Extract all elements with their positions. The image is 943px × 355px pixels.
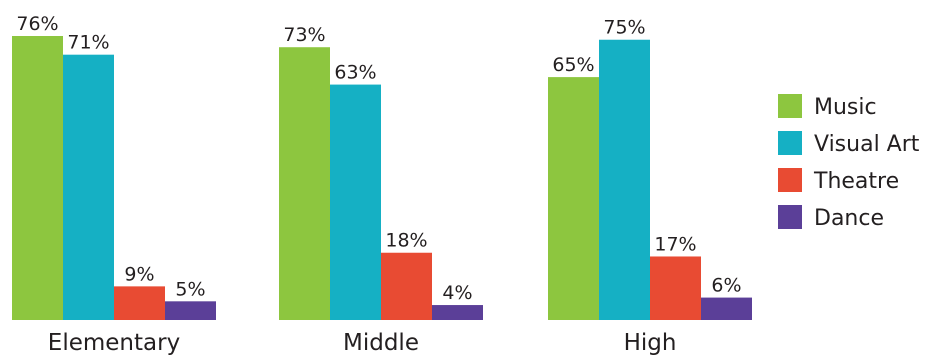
category-label-high: High (624, 330, 677, 355)
value-label-middle-music: 73% (283, 24, 325, 46)
value-label-high-visual-art: 75% (603, 17, 645, 39)
value-label-elementary-music: 76% (16, 13, 58, 35)
value-label-middle-theatre: 18% (385, 230, 427, 252)
bar-elementary-visual-art (63, 54, 114, 321)
bar-high-music (548, 77, 599, 321)
value-label-high-theatre: 17% (654, 233, 696, 255)
bar-high-visual-art (599, 39, 650, 320)
value-label-high-music: 65% (552, 54, 594, 76)
category-label-elementary: Elementary (48, 330, 180, 355)
value-label-elementary-theatre: 9% (124, 263, 154, 285)
bar-high-dance (701, 297, 752, 320)
value-label-middle-dance: 4% (442, 282, 472, 304)
bar-middle-music (279, 47, 330, 321)
legend-swatch-theatre (778, 168, 802, 192)
bars-group (12, 36, 752, 321)
value-label-elementary-visual-art: 71% (67, 32, 109, 54)
bar-elementary-theatre (114, 286, 165, 320)
legend-label-theatre: Theatre (813, 169, 899, 194)
bar-elementary-music (12, 36, 63, 320)
value-label-high-dance: 6% (711, 275, 741, 297)
bar-middle-visual-art (330, 84, 381, 320)
bar-middle-dance (432, 305, 483, 320)
legend-swatch-music (778, 94, 802, 118)
category-label-middle: Middle (343, 330, 419, 355)
value-labels-group: 76% 71% 9% 5% 73% 63% 18% 4% 65% 75% 17% 6% (16, 13, 741, 304)
legend-swatch-visual-art (778, 131, 802, 155)
bar-elementary-dance (165, 301, 216, 320)
bar-high-theatre (650, 256, 701, 320)
legend-label-music: Music (814, 95, 877, 120)
legend-label-dance: Dance (814, 206, 884, 231)
category-labels-group: Elementary Middle High (48, 330, 677, 355)
legend: Music Visual Art Theatre Dance (778, 94, 920, 231)
legend-swatch-dance (778, 205, 802, 229)
value-label-elementary-dance: 5% (175, 278, 205, 300)
value-label-middle-visual-art: 63% (334, 62, 376, 84)
legend-label-visual-art: Visual Art (814, 132, 920, 157)
bar-middle-theatre (381, 252, 432, 320)
